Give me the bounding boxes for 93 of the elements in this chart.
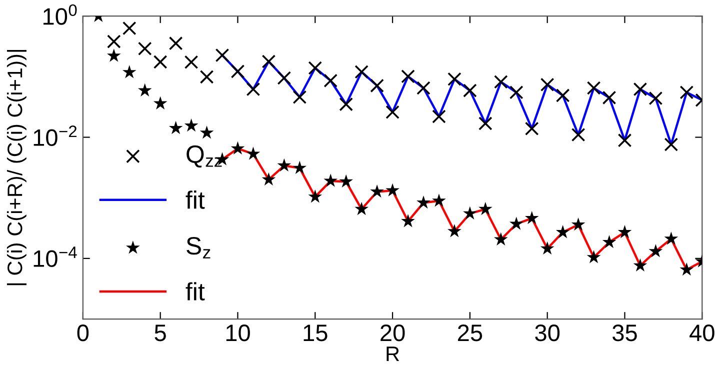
point [416,195,430,209]
legend-label: S$_{z}$ [186,236,210,258]
point [106,48,121,62]
x-tick-label: 5 [154,324,166,342]
point [540,78,554,92]
point [540,241,554,255]
point [230,64,245,78]
point [200,126,214,139]
point [478,202,492,216]
point [122,21,136,36]
point [680,85,694,100]
point [618,133,632,148]
point [370,184,384,198]
point [571,128,586,142]
x-tick-label: 20 [380,324,405,342]
point [262,54,276,68]
x-tick-label: 35 [612,324,637,342]
point [556,225,570,238]
point [448,224,462,238]
x-tick-label: 30 [535,324,560,342]
legend-label: fit [186,282,205,300]
point [370,78,384,93]
point [401,69,415,84]
point [478,116,492,130]
point [324,74,338,88]
point [524,122,539,136]
x-tick-label: 15 [304,324,328,342]
point [416,81,430,95]
x-tick-label: 0 [77,324,89,342]
point [168,120,183,134]
point [308,61,322,75]
point [277,158,292,172]
point [586,81,601,95]
point [386,105,400,120]
point [571,217,586,231]
point [494,232,508,246]
x-tick-label: 40 [690,324,714,342]
y-axis-title: | C(i) C(i+R)/ (C(i) C(i+1))| [6,50,26,286]
point [339,174,354,188]
point [292,160,307,174]
point [463,84,477,98]
point [153,96,168,110]
point [184,118,198,132]
point [122,65,136,78]
point [463,206,477,220]
point [509,85,524,100]
point [215,48,230,62]
point [292,90,307,104]
point [386,183,400,196]
point [648,244,663,258]
point [106,34,121,48]
point [230,141,245,154]
point [432,110,446,124]
point [524,210,539,224]
point [432,194,446,207]
point [680,262,694,276]
point [138,42,152,56]
point [664,138,678,152]
point [556,88,570,102]
x-tick-label: 25 [458,324,482,342]
point [200,70,214,84]
y-tick-label: 10$^{0}$ [44,4,77,25]
line-series [221,54,702,146]
x-axis-title: R [386,346,400,361]
y-tick-label: 10$^{−4}$ [34,246,77,268]
point [633,258,648,272]
point [633,82,648,96]
point [324,174,338,187]
y-tick-label: 10$^{−2}$ [34,126,77,146]
point [448,72,462,86]
point [153,55,168,69]
point [602,90,616,105]
point [246,146,260,160]
point [664,232,678,245]
point [308,190,322,203]
point [339,97,354,112]
point [618,225,632,238]
point [184,55,198,70]
point [262,172,276,186]
point [586,250,601,264]
point [168,36,183,50]
legend-label: fit [186,190,205,209]
point [246,82,260,96]
point [509,216,524,230]
point [354,202,368,216]
x-tick-label: 10 [226,324,250,342]
point [494,74,508,89]
point [138,83,152,96]
point [401,214,415,228]
point [602,234,616,248]
point [648,91,663,106]
point [354,64,368,79]
point [277,71,292,85]
